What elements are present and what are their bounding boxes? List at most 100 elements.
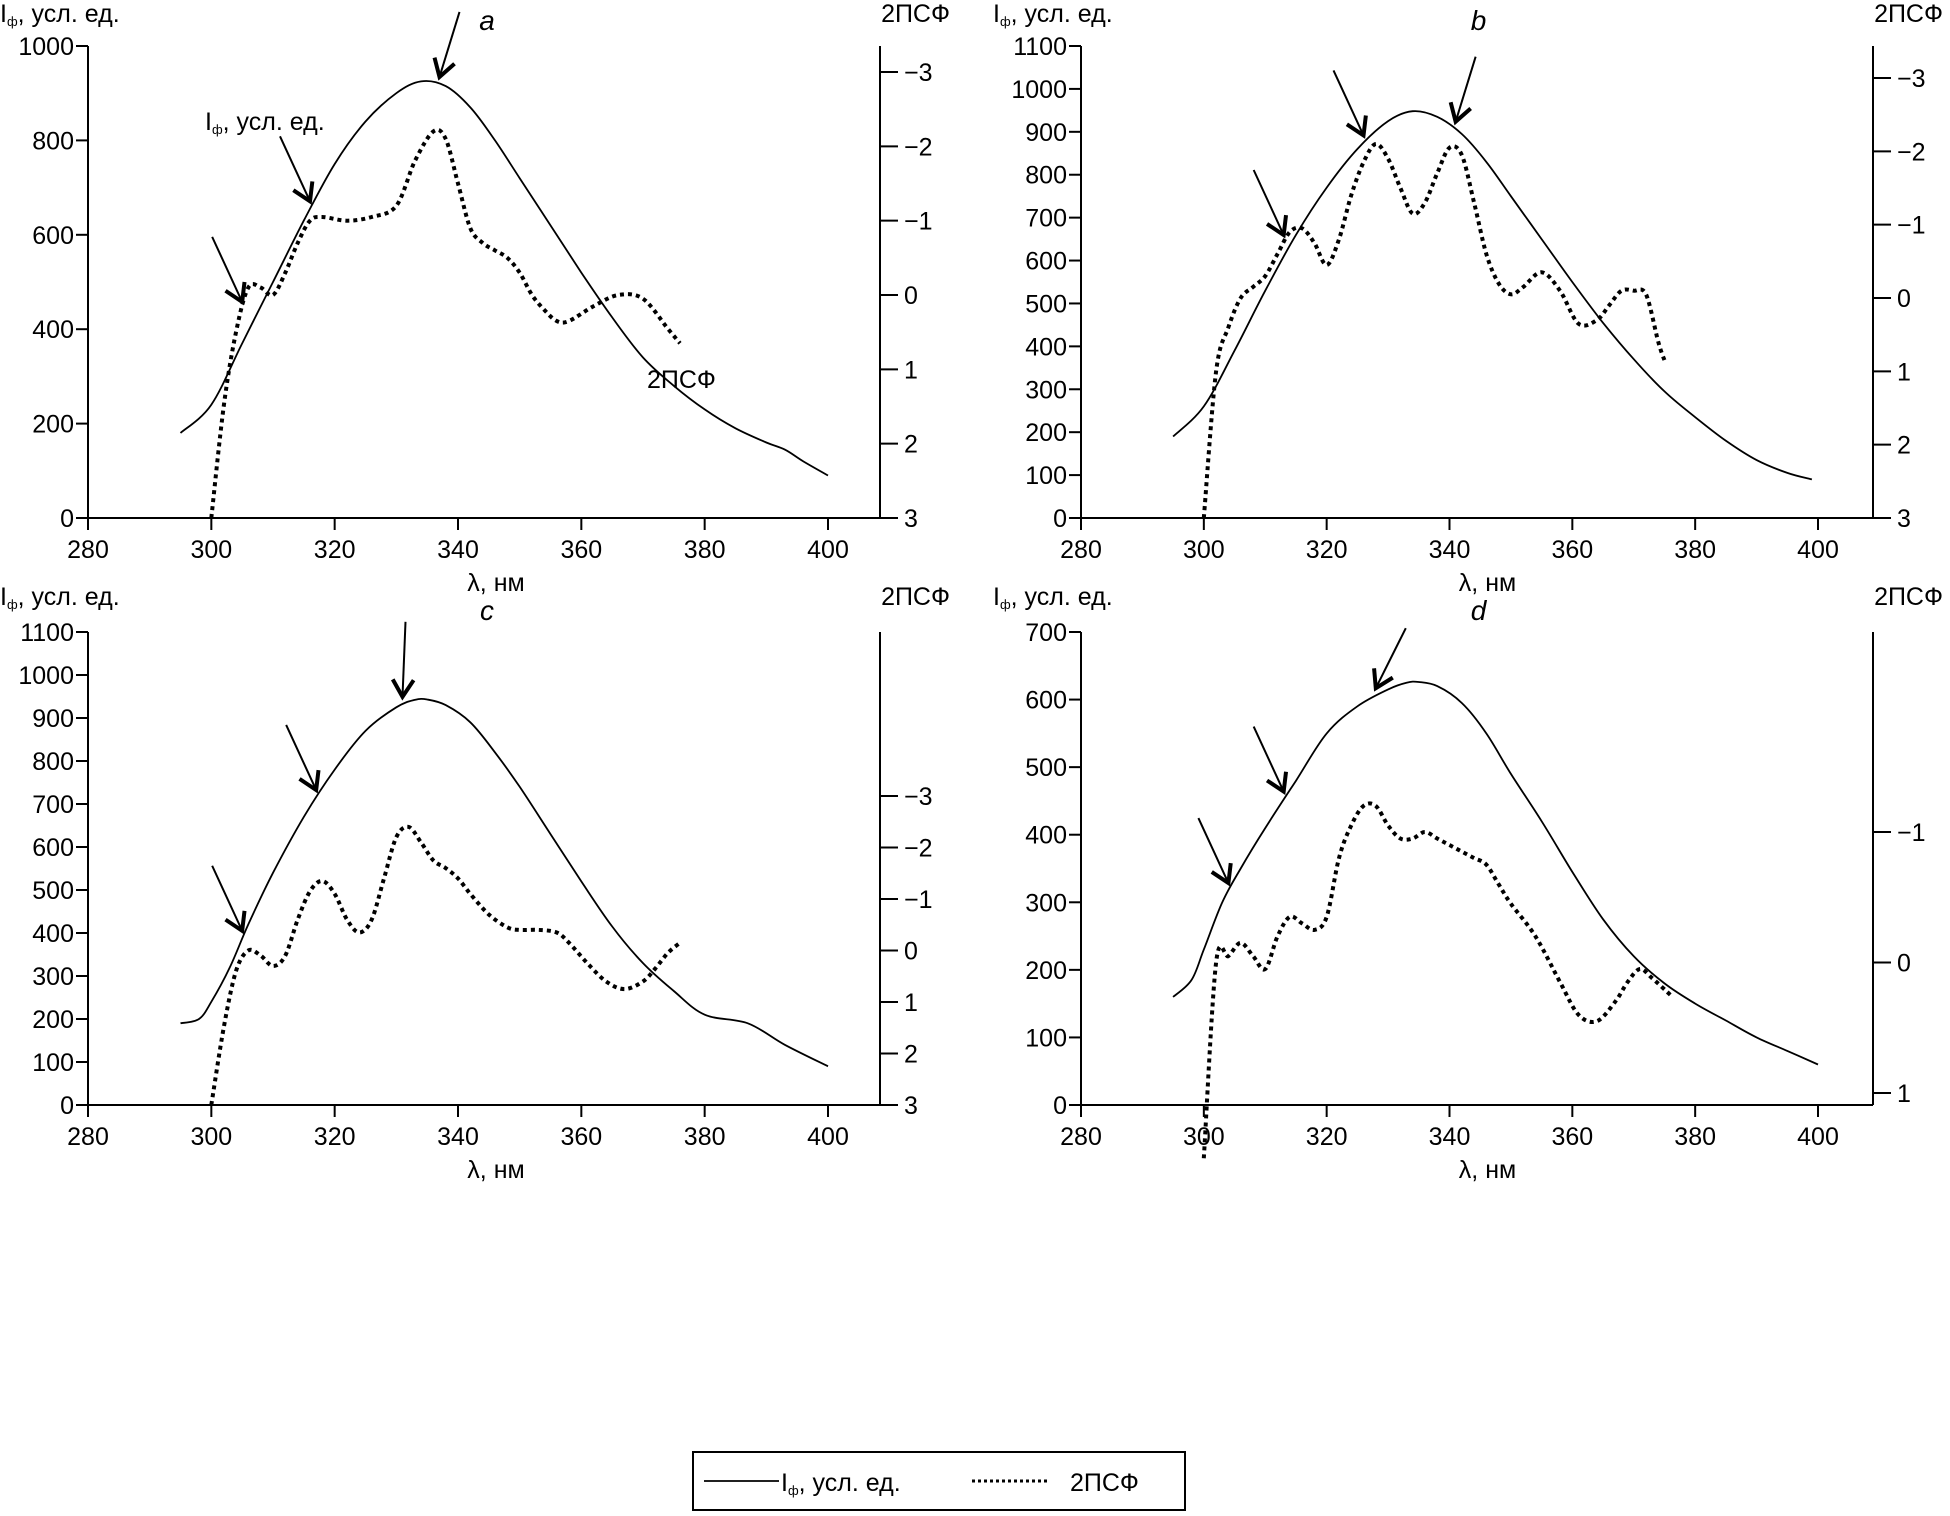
series-line-2psf <box>209 127 682 519</box>
y2-tick-label: −1 <box>904 208 933 236</box>
series-line-intensity <box>1172 680 1819 1066</box>
x-tick-label: 320 <box>314 536 356 564</box>
y-tick-label: 0 <box>1053 505 1067 533</box>
x-tick-label: 380 <box>684 536 726 564</box>
y2-tick-label: −3 <box>1897 65 1926 93</box>
peak-arrow <box>211 236 244 303</box>
panel-c: 280 300 320 340 360 380 4000100200300400500600… <box>0 583 950 1184</box>
peak-arrow <box>1332 69 1365 136</box>
y-tick-label: 400 <box>32 920 74 948</box>
panel-d: 280 300 320 340 360 380 400 0 100 200 300 400 500 600… <box>993 583 1943 1184</box>
x-tick-label: 300 <box>1183 536 1225 564</box>
arrow-head-icon <box>224 910 247 935</box>
x-tick-label: 360 <box>1551 1123 1593 1151</box>
panel-a: 280 300 320 340 360 380 4000200400600800100032… <box>0 0 950 597</box>
y2-tick-label: 0 <box>904 938 918 966</box>
y2-tick-label: 0 <box>1897 285 1911 313</box>
x-tick-label: 340 <box>437 1123 479 1151</box>
y-tick-label: 1100 <box>20 619 74 647</box>
y2-axis-title: 2ПСФ <box>881 583 950 611</box>
x-tick-label: 380 <box>684 1123 726 1151</box>
legend: Iф, усл. ед. 2ПСФ <box>692 1451 1186 1511</box>
y-tick-label: 600 <box>32 834 74 862</box>
x-tick-label: 300 <box>190 536 232 564</box>
y-tick-label: 1000 <box>1011 76 1067 104</box>
y2-tick-label: 1 <box>904 989 918 1017</box>
panel-title: d <box>1471 595 1488 626</box>
y-tick-label: 700 <box>1025 205 1067 233</box>
panel-title: b <box>1471 5 1487 36</box>
y-tick-label: 600 <box>32 222 74 250</box>
y2-tick-label: −1 <box>1897 819 1926 847</box>
y-tick-label: 200 <box>1025 957 1067 985</box>
y-tick-label: 0 <box>60 1092 74 1120</box>
y2-tick-label: 3 <box>904 1092 918 1120</box>
y2-tick-label: −2 <box>1897 138 1926 166</box>
y-axis-title: Iф, усл. ед. <box>993 583 1113 612</box>
x-tick-label: 280 <box>1060 1123 1102 1151</box>
arrow-head-icon <box>224 281 247 306</box>
arrow-head-icon <box>292 181 315 205</box>
panels: 280 300 320 340 360 380 4000200400600800100032… <box>0 0 1943 1184</box>
series-line-2psf <box>1201 801 1672 1159</box>
x-tick-label: 280 <box>1060 536 1102 564</box>
arrow-head-icon <box>1345 115 1368 139</box>
x-tick-label: 400 <box>1797 1123 1839 1151</box>
x-tick-label: 360 <box>560 1123 602 1151</box>
x-axis-title: λ, нм <box>1459 569 1516 597</box>
y-tick-label: 900 <box>32 705 74 733</box>
x-tick-label: 320 <box>1306 1123 1348 1151</box>
y-tick-label: 800 <box>32 748 74 776</box>
y-tick-label: 300 <box>1025 376 1067 404</box>
x-tick-label: 400 <box>807 1123 849 1151</box>
peak-arrow <box>438 11 461 78</box>
y2-tick-label: −1 <box>904 886 933 914</box>
annotation-intensity: Iф, усл. ед. <box>205 108 325 137</box>
y-tick-label: 700 <box>1025 619 1067 647</box>
y2-tick-label: 2 <box>904 431 918 459</box>
x-tick-label: 340 <box>1429 536 1471 564</box>
y2-axis-title: 2ПСФ <box>1874 0 1943 28</box>
y2-tick-label: 0 <box>1897 950 1911 978</box>
y2-tick-label: 3 <box>904 505 918 533</box>
peak-arrow <box>285 724 318 791</box>
series-line-2psf <box>209 824 682 1106</box>
legend-solid-label: Iф, усл. ед. <box>781 1469 901 1498</box>
y2-axis-title: 2ПСФ <box>881 0 950 28</box>
y-tick-label: 200 <box>1025 419 1067 447</box>
annotation-2psf: 2ПСФ <box>647 366 716 394</box>
y-tick-label: 700 <box>32 791 74 819</box>
y2-tick-label: 0 <box>904 282 918 310</box>
arrow-head-icon <box>1265 214 1289 239</box>
x-tick-label: 300 <box>1183 1123 1225 1151</box>
x-tick-label: 380 <box>1674 536 1716 564</box>
series-line-intensity <box>1172 110 1813 481</box>
y2-tick-label: 2 <box>1897 432 1911 460</box>
y-tick-label: 200 <box>32 1006 74 1034</box>
y2-tick-label: 1 <box>1897 1080 1911 1108</box>
x-tick-label: 280 <box>67 1123 109 1151</box>
x-tick-label: 320 <box>1306 536 1348 564</box>
y-tick-label: 600 <box>1025 248 1067 276</box>
peak-arrow <box>1454 56 1477 122</box>
peak-arrow <box>1374 627 1407 689</box>
y-tick-label: 1100 <box>1013 33 1067 61</box>
y2-tick-label: −2 <box>904 133 933 161</box>
peak-arrow <box>401 621 407 697</box>
y-tick-label: 600 <box>1025 687 1067 715</box>
y-tick-label: 100 <box>1025 462 1067 490</box>
peak-arrow <box>279 135 311 202</box>
y-tick-label: 400 <box>1025 333 1067 361</box>
panel-title: c <box>480 595 494 626</box>
y-axis-title: Iф, усл. ед. <box>0 0 120 29</box>
y-tick-label: 300 <box>1025 889 1067 917</box>
y-tick-label: 100 <box>32 1049 74 1077</box>
series-line-intensity <box>179 80 829 477</box>
y-tick-label: 300 <box>32 963 74 991</box>
x-axis-title: λ, нм <box>467 1156 524 1184</box>
y2-tick-label: −2 <box>904 835 933 863</box>
y-tick-label: 1000 <box>18 662 74 690</box>
x-tick-label: 400 <box>1797 536 1839 564</box>
arrow-head-icon <box>1372 668 1394 692</box>
